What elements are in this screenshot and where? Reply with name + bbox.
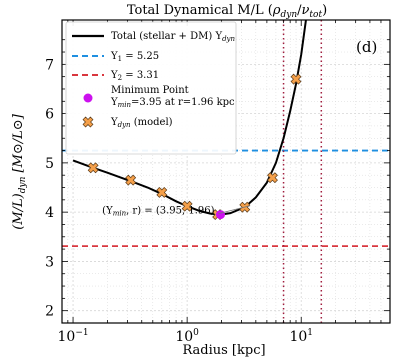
y-tick-labels: 2 3 4 5 6 7 xyxy=(45,57,54,319)
y-tick-label: 5 xyxy=(45,156,54,172)
model-point xyxy=(181,200,193,212)
model-point xyxy=(156,186,168,198)
legend-swatch-minimum xyxy=(83,93,93,103)
model-point-cross xyxy=(290,73,302,85)
y-tick-label: 7 xyxy=(45,57,54,73)
model-point xyxy=(87,162,99,174)
minimum-point xyxy=(215,210,225,220)
annotation-arrow xyxy=(218,205,251,214)
model-point-cross xyxy=(156,186,168,198)
y-axis-label-group: (M/L)dyn [M⊙/L⊙] xyxy=(11,113,28,229)
y-tick-label: 6 xyxy=(45,107,54,123)
model-point xyxy=(267,172,278,184)
x-tick-label: 10−1 xyxy=(58,328,89,345)
x-axis-label: Radius [kpc] xyxy=(182,343,265,358)
y-axis-label: (M/L)dyn [M⊙/L⊙] xyxy=(11,113,28,229)
y-tick-label: 3 xyxy=(45,254,54,270)
legend-label-total: Total (stellar + DM) Υdyn xyxy=(111,31,235,43)
model-point xyxy=(125,174,137,186)
y-tick-label: 4 xyxy=(45,205,54,221)
legend-box xyxy=(65,21,237,155)
annotation-layer: (Υmin, r) = (3.95, 1.96) xyxy=(102,205,251,218)
legend-label-upsilon1: Υ1 = 5.25 xyxy=(110,51,159,63)
legend-label-model: Υdyn (model) xyxy=(110,117,173,129)
model-point-cross xyxy=(125,174,137,186)
y-tick-label: 2 xyxy=(45,304,54,320)
x-tick-label: 101 xyxy=(289,328,313,345)
legend-swatch-model xyxy=(82,116,94,128)
chart-title: Total Dynamical M/L (ρdyn/νtot) xyxy=(127,3,327,20)
legend: Total (stellar + DM) Υdyn Υ1 = 5.25 Υ2 =… xyxy=(65,21,237,155)
model-point-cross xyxy=(267,172,278,184)
legend-label-minimum-line1: Minimum Point xyxy=(111,85,189,96)
model-point-cross xyxy=(87,162,99,174)
x-tick-labels: 10−1 100 101 xyxy=(58,328,314,345)
model-point-cross xyxy=(181,200,193,212)
plot-frame xyxy=(61,19,391,324)
legend-label-upsilon2: Υ2 = 3.31 xyxy=(110,70,159,82)
model-point xyxy=(290,73,302,85)
legend-label-minimum-line2: Υmin=3.95 at r=1.96 kpc xyxy=(110,97,235,109)
panel-label: (d) xyxy=(356,38,377,56)
annotation-text: (Υmin, r) = (3.95, 1.96) xyxy=(102,206,214,218)
x-tick-label: 100 xyxy=(175,328,199,345)
